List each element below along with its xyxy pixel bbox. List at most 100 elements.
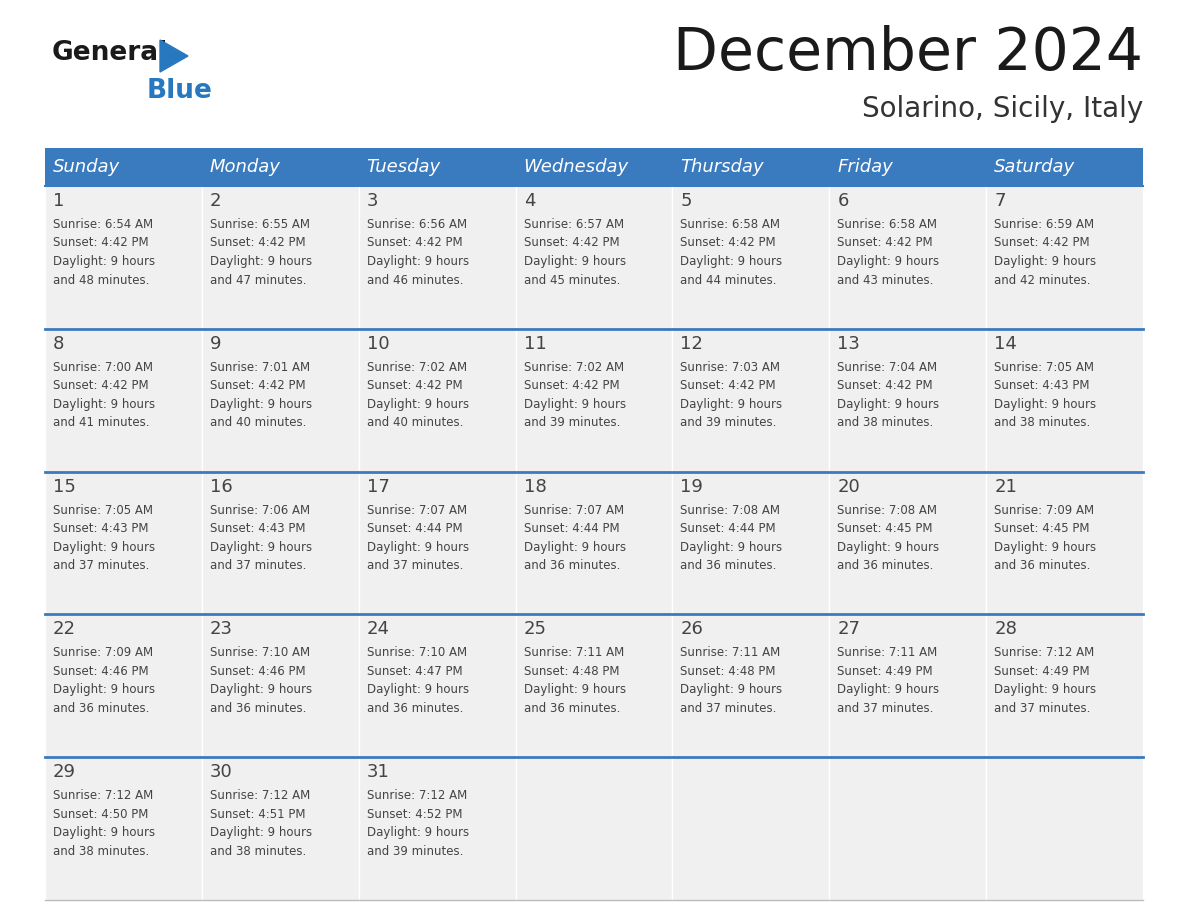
Text: and 37 minutes.: and 37 minutes.: [681, 702, 777, 715]
Text: 30: 30: [210, 763, 233, 781]
Bar: [986, 472, 1143, 614]
Text: Sunrise: 6:58 AM: Sunrise: 6:58 AM: [681, 218, 781, 231]
Bar: [829, 614, 986, 757]
Bar: [829, 186, 986, 329]
Bar: [516, 614, 672, 757]
Text: Monday: Monday: [210, 158, 280, 176]
Text: Daylight: 9 hours: Daylight: 9 hours: [681, 541, 783, 554]
Text: 8: 8: [53, 335, 64, 353]
Text: 2: 2: [210, 192, 221, 210]
Text: 3: 3: [367, 192, 378, 210]
Text: and 39 minutes.: and 39 minutes.: [367, 845, 463, 857]
Text: Sunrise: 7:08 AM: Sunrise: 7:08 AM: [681, 504, 781, 517]
Bar: [359, 614, 516, 757]
Text: Daylight: 9 hours: Daylight: 9 hours: [838, 683, 940, 697]
Text: Daylight: 9 hours: Daylight: 9 hours: [53, 397, 156, 410]
Text: Sunset: 4:44 PM: Sunset: 4:44 PM: [681, 522, 776, 535]
Text: 7: 7: [994, 192, 1006, 210]
Text: Sunrise: 7:02 AM: Sunrise: 7:02 AM: [524, 361, 624, 374]
Text: and 36 minutes.: and 36 minutes.: [681, 559, 777, 572]
Text: Sunrise: 6:54 AM: Sunrise: 6:54 AM: [53, 218, 153, 231]
Text: Daylight: 9 hours: Daylight: 9 hours: [53, 683, 156, 697]
Text: and 37 minutes.: and 37 minutes.: [838, 702, 934, 715]
Bar: [672, 329, 829, 472]
Text: Sunrise: 6:56 AM: Sunrise: 6:56 AM: [367, 218, 467, 231]
Bar: [202, 186, 359, 329]
Text: Daylight: 9 hours: Daylight: 9 hours: [994, 683, 1097, 697]
Text: 28: 28: [994, 621, 1017, 638]
Bar: [45, 186, 202, 329]
Text: Daylight: 9 hours: Daylight: 9 hours: [367, 255, 469, 268]
Text: Sunrise: 6:55 AM: Sunrise: 6:55 AM: [210, 218, 310, 231]
Text: Sunrise: 7:12 AM: Sunrise: 7:12 AM: [210, 789, 310, 802]
Text: 14: 14: [994, 335, 1017, 353]
Text: and 40 minutes.: and 40 minutes.: [210, 416, 307, 430]
Bar: [672, 148, 829, 186]
Text: Sunset: 4:42 PM: Sunset: 4:42 PM: [367, 379, 462, 392]
Text: Sunset: 4:45 PM: Sunset: 4:45 PM: [994, 522, 1089, 535]
Bar: [45, 614, 202, 757]
Text: 24: 24: [367, 621, 390, 638]
Text: Daylight: 9 hours: Daylight: 9 hours: [681, 397, 783, 410]
Text: and 36 minutes.: and 36 minutes.: [367, 702, 463, 715]
Text: Sunset: 4:49 PM: Sunset: 4:49 PM: [994, 665, 1089, 677]
Bar: [359, 757, 516, 900]
Text: Sunrise: 7:11 AM: Sunrise: 7:11 AM: [524, 646, 624, 659]
Text: Sunrise: 7:12 AM: Sunrise: 7:12 AM: [367, 789, 467, 802]
Text: Daylight: 9 hours: Daylight: 9 hours: [367, 826, 469, 839]
Text: Sunset: 4:46 PM: Sunset: 4:46 PM: [53, 665, 148, 677]
Text: 16: 16: [210, 477, 233, 496]
Text: Daylight: 9 hours: Daylight: 9 hours: [210, 826, 312, 839]
Bar: [672, 472, 829, 614]
Text: Sunset: 4:42 PM: Sunset: 4:42 PM: [524, 379, 619, 392]
Text: General: General: [52, 40, 169, 66]
Text: Daylight: 9 hours: Daylight: 9 hours: [524, 255, 626, 268]
Bar: [359, 472, 516, 614]
Bar: [986, 329, 1143, 472]
Text: Sunset: 4:46 PM: Sunset: 4:46 PM: [210, 665, 305, 677]
Bar: [202, 148, 359, 186]
Bar: [986, 186, 1143, 329]
Text: and 46 minutes.: and 46 minutes.: [367, 274, 463, 286]
Text: 19: 19: [681, 477, 703, 496]
Text: Daylight: 9 hours: Daylight: 9 hours: [210, 683, 312, 697]
Text: Sunrise: 7:08 AM: Sunrise: 7:08 AM: [838, 504, 937, 517]
Text: Sunset: 4:44 PM: Sunset: 4:44 PM: [367, 522, 462, 535]
Text: Sunrise: 7:01 AM: Sunrise: 7:01 AM: [210, 361, 310, 374]
Text: Daylight: 9 hours: Daylight: 9 hours: [210, 541, 312, 554]
Text: 5: 5: [681, 192, 691, 210]
Text: Daylight: 9 hours: Daylight: 9 hours: [53, 826, 156, 839]
Text: Sunrise: 7:05 AM: Sunrise: 7:05 AM: [994, 361, 1094, 374]
Text: 20: 20: [838, 477, 860, 496]
Bar: [829, 329, 986, 472]
Text: Daylight: 9 hours: Daylight: 9 hours: [524, 541, 626, 554]
Text: Sunrise: 7:09 AM: Sunrise: 7:09 AM: [53, 646, 153, 659]
Bar: [516, 148, 672, 186]
Text: Sunrise: 7:12 AM: Sunrise: 7:12 AM: [994, 646, 1094, 659]
Bar: [45, 329, 202, 472]
Bar: [202, 329, 359, 472]
Text: 13: 13: [838, 335, 860, 353]
Text: Daylight: 9 hours: Daylight: 9 hours: [681, 255, 783, 268]
Text: 6: 6: [838, 192, 848, 210]
Text: Sunrise: 7:05 AM: Sunrise: 7:05 AM: [53, 504, 153, 517]
Text: Tuesday: Tuesday: [367, 158, 441, 176]
Text: Sunrise: 7:10 AM: Sunrise: 7:10 AM: [367, 646, 467, 659]
Text: and 39 minutes.: and 39 minutes.: [681, 416, 777, 430]
Text: and 37 minutes.: and 37 minutes.: [367, 559, 463, 572]
Text: Daylight: 9 hours: Daylight: 9 hours: [838, 541, 940, 554]
Text: Daylight: 9 hours: Daylight: 9 hours: [994, 397, 1097, 410]
Text: Sunrise: 7:06 AM: Sunrise: 7:06 AM: [210, 504, 310, 517]
Bar: [516, 329, 672, 472]
Text: 26: 26: [681, 621, 703, 638]
Text: Sunset: 4:43 PM: Sunset: 4:43 PM: [994, 379, 1089, 392]
Text: 12: 12: [681, 335, 703, 353]
Text: 22: 22: [53, 621, 76, 638]
Text: Daylight: 9 hours: Daylight: 9 hours: [367, 397, 469, 410]
Bar: [202, 614, 359, 757]
Text: 27: 27: [838, 621, 860, 638]
Text: Sunrise: 7:11 AM: Sunrise: 7:11 AM: [681, 646, 781, 659]
Bar: [359, 148, 516, 186]
Text: Friday: Friday: [838, 158, 893, 176]
Text: Daylight: 9 hours: Daylight: 9 hours: [838, 397, 940, 410]
